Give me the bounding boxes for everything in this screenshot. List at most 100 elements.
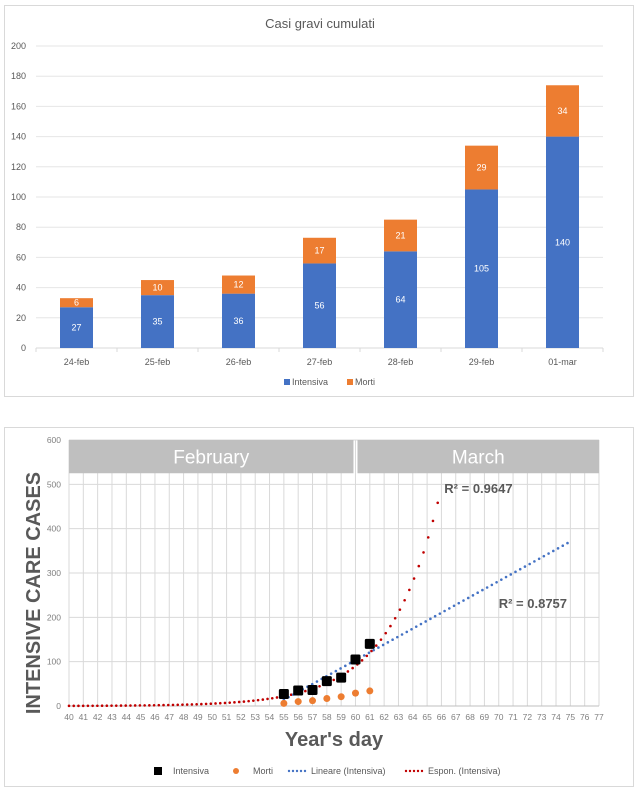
month-band-february: [69, 440, 354, 474]
x-tick-label: 61: [365, 712, 375, 722]
y-tick-label: 180: [11, 71, 26, 81]
y-tick-label: 0: [21, 343, 26, 353]
y-tick-label: 0: [56, 701, 61, 711]
linear-trendline-dot: [400, 633, 404, 636]
morti-point: [366, 687, 374, 695]
data-label: 35: [152, 317, 162, 327]
bar-morti: [303, 237, 336, 264]
x-tick-label: 54: [265, 712, 275, 722]
exp-trendline-dot: [332, 678, 336, 682]
morti-point: [280, 699, 288, 707]
linear-trendline-dot: [466, 596, 470, 600]
morti-point: [309, 697, 317, 705]
exp-trendline-dot: [67, 704, 71, 708]
exp-trendline-dot: [365, 654, 369, 658]
linear-trendline-dot: [552, 549, 555, 553]
exp-trendline-dot: [181, 703, 184, 706]
y-tick-label: 300: [47, 568, 61, 578]
month-band-march: [357, 440, 599, 474]
legend-marker-intensiva: [154, 767, 162, 775]
x-axis-title: Year's day: [285, 729, 384, 751]
scatter-chart-panel: 40 41 42 43 44 45 46 47 48 49 50 51 52 53 54 55 56 57 58 59…: [4, 427, 634, 787]
exp-trendline-dot: [408, 588, 411, 592]
x-tick-label: 72: [523, 712, 533, 722]
x-tick-label: 24-feb: [64, 357, 90, 367]
exp-trendline-dot: [237, 700, 241, 704]
linear-trendline-dot: [528, 562, 531, 566]
exp-trendline-dot: [318, 684, 321, 688]
linear-trendline-dot: [542, 554, 546, 558]
linear-trendline-dot: [372, 648, 375, 652]
exp-trendline-dot: [100, 704, 104, 708]
linear-trendline-dot: [405, 630, 409, 634]
legend-marker-morti: [233, 768, 239, 774]
month-label: February: [173, 448, 250, 469]
morti-point: [294, 698, 302, 706]
x-tick-label: 45: [136, 712, 146, 722]
data-label: 34: [557, 106, 567, 116]
exp-trendline-dot: [185, 703, 189, 706]
x-tick-label: 65: [422, 712, 432, 722]
exp-trendline-dot: [417, 564, 421, 568]
exp-trendline-dot: [252, 699, 255, 702]
linear-trendline-dot: [547, 552, 550, 555]
linear-trendline-dot: [471, 594, 475, 597]
x-tick-label: 25-feb: [145, 357, 171, 367]
linear-trendline-dot: [490, 583, 494, 587]
x-tick-label: 40: [64, 712, 74, 722]
linear-trendline-dot: [310, 682, 314, 686]
exp-trendline-dot: [214, 702, 217, 705]
y-tick-label: 100: [11, 192, 26, 202]
exp-trendline-dot: [105, 704, 109, 708]
linear-trendline-dot: [457, 601, 461, 605]
exp-trendline-dot: [351, 666, 354, 670]
exp-trendline-dot: [171, 703, 175, 707]
legend-marker-linear: [295, 769, 299, 773]
x-tick-label: 55: [279, 712, 289, 722]
linear-trendline-dot: [429, 617, 432, 621]
y-tick-label: 80: [16, 222, 26, 232]
exp-trendline-dot: [289, 693, 293, 697]
linear-trendline-dot: [481, 588, 484, 592]
exp-trendline-dot: [379, 638, 383, 641]
linear-trendline-dot: [396, 635, 399, 639]
data-label: 6: [74, 298, 79, 308]
legend-marker-exponential: [408, 769, 412, 773]
x-tick-label: 48: [179, 712, 189, 722]
exp-trendline-dot: [162, 703, 165, 707]
exp-trendline-dot: [256, 698, 260, 702]
y-tick-label: 140: [11, 132, 26, 142]
intensiva-point: [350, 654, 361, 665]
linear-trendline-dot: [438, 612, 442, 615]
exp-trendline-dot: [389, 624, 392, 628]
legend-swatch-morti: [347, 379, 353, 385]
linear-trendline-dot: [362, 654, 366, 657]
data-label: 56: [314, 301, 324, 311]
exp-trendline-dot: [398, 608, 402, 611]
exp-trendline-dot: [110, 704, 113, 707]
bar-chart: Casi gravi cumulati 0 20 40 60 80 100 120 140 160…: [11, 16, 604, 387]
linear-trendline-dot: [386, 641, 390, 644]
bar-morti: [546, 85, 579, 137]
legend-label: Morti: [355, 377, 375, 387]
exp-trendline-dot: [403, 598, 406, 602]
x-tick-label: 74: [551, 712, 561, 722]
y-tick-label: 120: [11, 162, 26, 172]
linear-trendline-dot: [424, 620, 427, 623]
exp-trendline-dot: [124, 704, 128, 707]
linear-trendline-dot: [462, 599, 465, 602]
linear-trendline-dot: [561, 544, 565, 548]
x-tick-label: 64: [408, 712, 418, 722]
data-label: 64: [395, 295, 405, 305]
linear-trendline-dot: [533, 560, 536, 563]
data-label: 12: [233, 280, 243, 290]
exp-trendline-dot: [81, 704, 85, 708]
r2-label-linear: R² = 0.8757: [499, 596, 567, 611]
bar-intensiva: [546, 136, 579, 348]
exp-trendline-dot: [261, 698, 265, 701]
legend-marker-linear: [303, 769, 307, 773]
x-tick-label: 27-feb: [307, 357, 333, 367]
x-tick-label: 52: [236, 712, 246, 722]
intensiva-point: [278, 689, 289, 700]
x-tick-label: 58: [322, 712, 332, 722]
